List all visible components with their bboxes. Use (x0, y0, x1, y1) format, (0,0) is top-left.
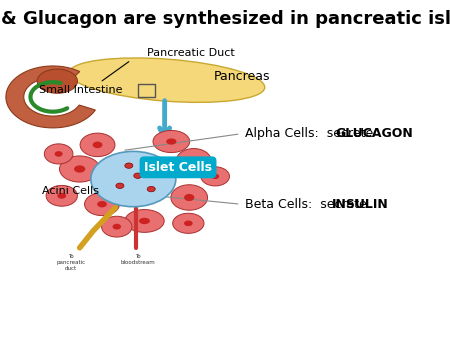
Text: Islet Cells: Islet Cells (144, 161, 212, 174)
Ellipse shape (112, 224, 121, 230)
Ellipse shape (37, 69, 77, 93)
PathPatch shape (6, 66, 95, 128)
Ellipse shape (46, 186, 77, 206)
Ellipse shape (125, 210, 164, 232)
Text: Small Intestine: Small Intestine (40, 85, 123, 95)
Ellipse shape (125, 163, 133, 168)
Ellipse shape (211, 174, 219, 179)
Ellipse shape (58, 193, 66, 199)
Text: To
bloodstream: To bloodstream (121, 255, 155, 265)
Text: Acini Cells: Acini Cells (42, 186, 99, 196)
Ellipse shape (85, 193, 119, 216)
Bar (138, 84, 155, 97)
Ellipse shape (189, 157, 198, 164)
Ellipse shape (97, 201, 107, 208)
Ellipse shape (173, 213, 204, 233)
Ellipse shape (102, 216, 132, 237)
Ellipse shape (59, 156, 100, 182)
Ellipse shape (152, 166, 160, 172)
Text: Pancreas: Pancreas (214, 70, 270, 83)
Ellipse shape (69, 58, 265, 102)
Ellipse shape (139, 218, 150, 224)
Ellipse shape (147, 187, 155, 192)
Ellipse shape (176, 149, 211, 173)
Ellipse shape (171, 185, 207, 210)
Ellipse shape (184, 194, 194, 201)
Text: Pancreatic Duct: Pancreatic Duct (147, 48, 234, 58)
Ellipse shape (93, 142, 103, 148)
Ellipse shape (91, 151, 176, 207)
Text: INSULIN: INSULIN (332, 198, 388, 211)
Ellipse shape (134, 173, 142, 178)
Text: Beta Cells:  secrete: Beta Cells: secrete (245, 198, 371, 211)
Text: Alpha Cells:  secrete: Alpha Cells: secrete (245, 127, 378, 140)
Ellipse shape (166, 139, 176, 145)
Ellipse shape (184, 220, 193, 226)
Ellipse shape (201, 167, 230, 186)
Text: Insulin & Glucagon are synthesized in pancreatic islet cells: Insulin & Glucagon are synthesized in pa… (0, 10, 450, 28)
Ellipse shape (116, 183, 124, 189)
Ellipse shape (54, 151, 63, 157)
Ellipse shape (80, 133, 115, 156)
Ellipse shape (74, 165, 86, 173)
Text: GLUCAGON: GLUCAGON (336, 127, 414, 140)
Text: To
pancreatic
duct: To pancreatic duct (56, 255, 85, 271)
Ellipse shape (44, 144, 73, 164)
Ellipse shape (153, 130, 189, 152)
